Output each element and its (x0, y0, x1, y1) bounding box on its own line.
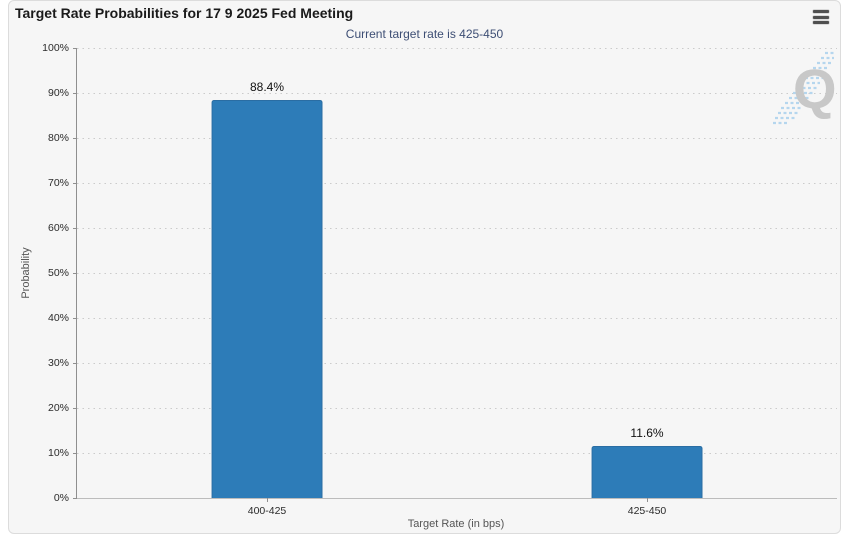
bar-value-label: 88.4% (249, 80, 285, 95)
y-tick-label: 70% (47, 177, 69, 189)
x-tick-mark (647, 498, 648, 502)
x-axis-title: Target Rate (in bps) (407, 518, 505, 530)
menu-bar (813, 21, 829, 24)
y-tick-label: 60% (47, 222, 69, 234)
y-tick-mark (73, 408, 77, 409)
y-tick-label: 90% (47, 87, 69, 99)
gridline (77, 183, 837, 184)
x-tick-mark (267, 498, 268, 502)
gridline (77, 318, 837, 319)
y-tick-mark (73, 138, 77, 139)
y-tick-mark (73, 228, 77, 229)
x-tick-label: 425-450 (627, 505, 667, 517)
menu-bar (813, 15, 829, 19)
y-tick-label: 40% (47, 312, 69, 324)
gridline (77, 138, 837, 139)
bar-value-label: 11.6% (630, 425, 664, 440)
y-tick-label: 100% (42, 42, 69, 54)
x-tick-label: 400-425 (247, 505, 287, 517)
y-tick-mark (73, 498, 77, 499)
hamburger-menu-icon[interactable] (812, 9, 830, 25)
y-tick-label: 0% (53, 492, 69, 504)
plot-area: Probability 0% 10% 20% 30% 40% 50% 60% 70% 80% 90… (20, 42, 837, 517)
chart-title: Target Rate Probabilities for 17 9 2025 … (15, 5, 354, 21)
bar-400-425[interactable] (211, 100, 323, 498)
y-tick-label: 50% (47, 267, 69, 279)
y-tick-label: 30% (47, 357, 69, 369)
y-tick-mark (73, 183, 77, 184)
y-tick-label: 10% (47, 447, 69, 459)
gridline (77, 228, 837, 229)
y-tick-mark (73, 318, 77, 319)
y-tick-mark (73, 93, 77, 94)
gridline (77, 273, 837, 274)
y-tick-mark (73, 273, 77, 274)
y-tick-mark (73, 453, 77, 454)
y-tick-label: 20% (47, 402, 69, 414)
chart-card: Target Rate Probabilities for 17 9 2025 … (8, 0, 841, 534)
menu-bar (813, 10, 829, 13)
y-tick-mark (73, 363, 77, 364)
gridline (77, 363, 837, 364)
gridline (77, 453, 837, 454)
y-axis-title: Probability (20, 247, 32, 299)
gridline (77, 408, 837, 409)
chart-subtitle: Current target rate is 425-450 (345, 27, 504, 41)
bar-425-450[interactable] (591, 445, 703, 498)
gridline (77, 93, 837, 94)
gridline (77, 48, 837, 49)
y-tick-mark (73, 48, 77, 49)
y-tick-label: 80% (47, 132, 69, 144)
